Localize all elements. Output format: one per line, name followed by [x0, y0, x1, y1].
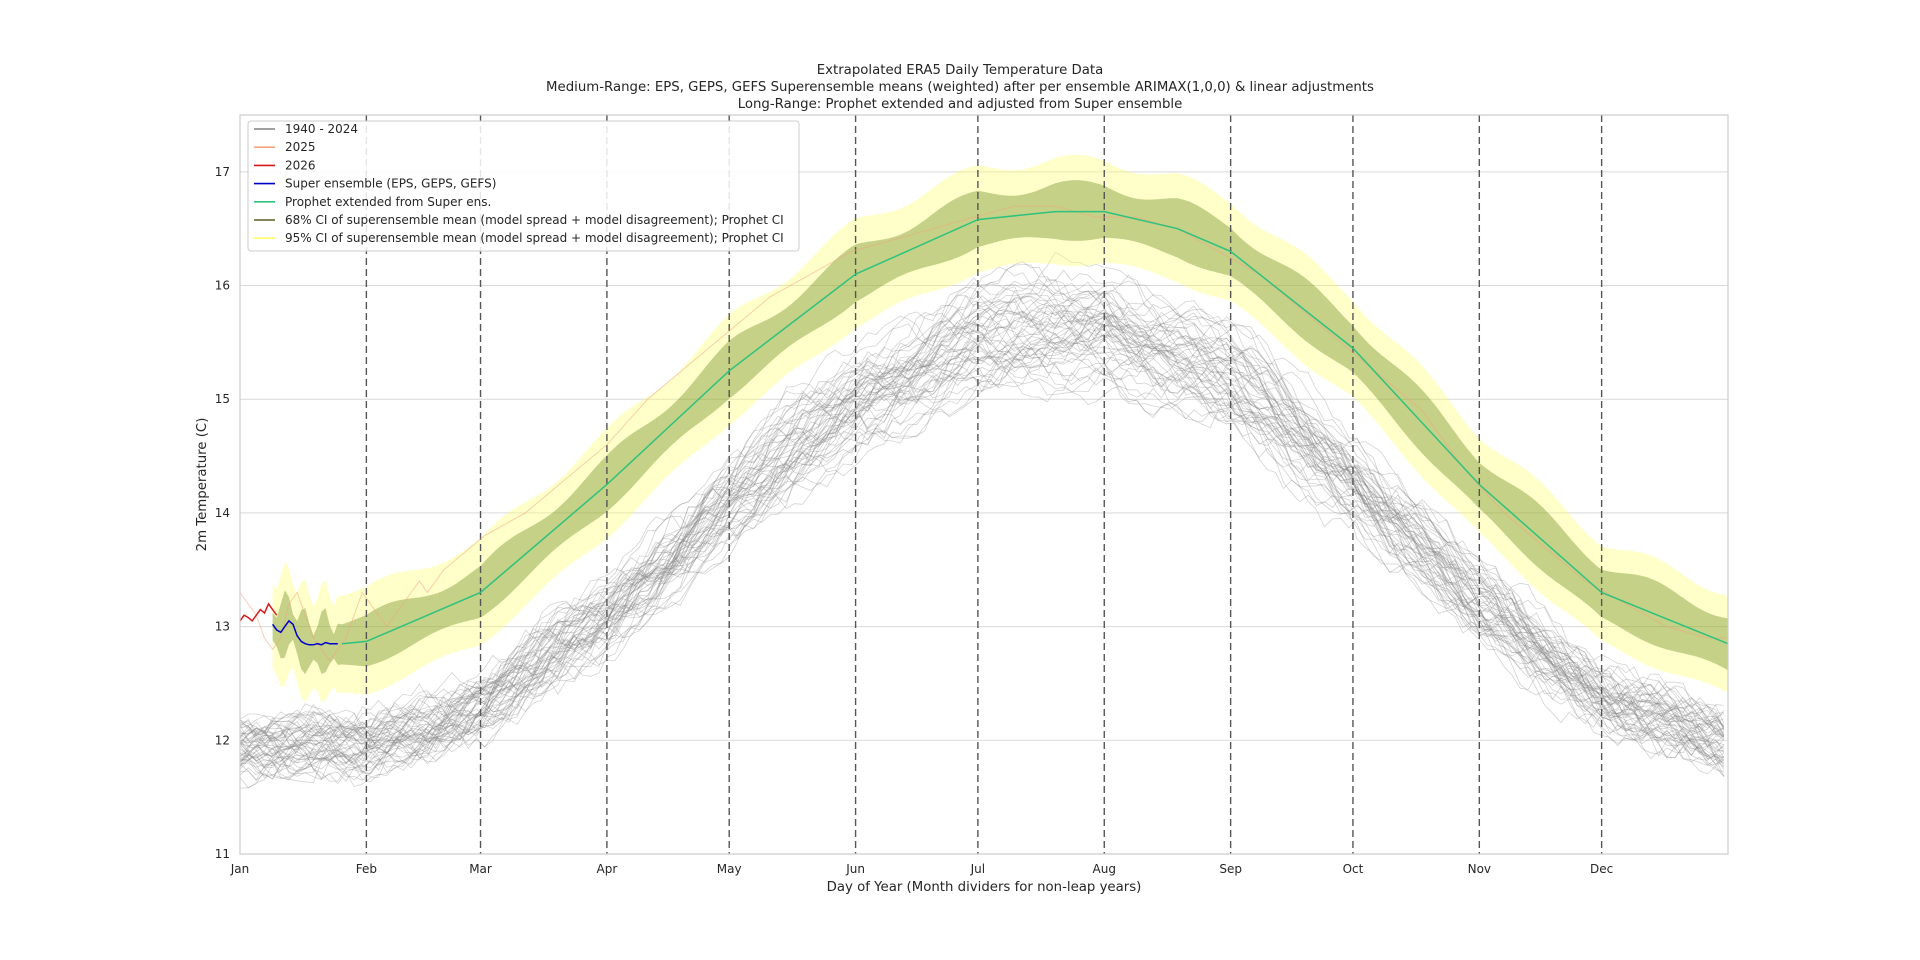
historical-line-1940-2024 — [239, 326, 1724, 781]
historical-line-1940-2024 — [239, 279, 1725, 754]
legend-label: 2025 — [285, 140, 316, 154]
chart-subtitle-long-range: Long-Range: Prophet extended and adjuste… — [737, 97, 1183, 112]
historical-line-1940-2024 — [239, 315, 1725, 781]
legend-label: Prophet extended from Super ens. — [285, 195, 491, 209]
historical-line-1940-2024 — [239, 348, 1724, 773]
historical-line-1940-2024 — [239, 251, 1725, 773]
legend-label: 2026 — [285, 158, 316, 172]
historical-line-1940-2024 — [239, 342, 1725, 789]
plot-frame — [239, 114, 1729, 855]
legend-label: 68% CI of superensemble mean (model spre… — [285, 213, 784, 227]
historical-line-1940-2024 — [239, 269, 1725, 772]
x-tick-label: Apr — [597, 862, 618, 876]
historical-line-1940-2024 — [239, 323, 1725, 777]
historical-line-1940-2024 — [239, 297, 1725, 776]
historical-line-1940-2024 — [239, 309, 1725, 761]
historical-line-1940-2024 — [239, 333, 1725, 784]
historical-line-1940-2024 — [239, 332, 1724, 780]
historical-line-1940-2024 — [239, 302, 1725, 780]
historical-line-1940-2024 — [239, 261, 1725, 753]
historical-line-1940-2024 — [239, 299, 1725, 772]
historical-line-1940-2024 — [239, 302, 1725, 775]
historical-line-1940-2024 — [239, 338, 1725, 773]
prophet-line — [341, 210, 1729, 645]
y-tick-label: 11 — [215, 847, 230, 861]
historical-line-1940-2024 — [239, 301, 1724, 759]
x-tick-label: May — [717, 862, 742, 876]
historical-line-1940-2024 — [239, 266, 1725, 750]
historical-line-1940-2024 — [239, 318, 1725, 778]
historical-line-1940-2024 — [239, 283, 1725, 764]
historical-line-1940-2024 — [239, 310, 1725, 769]
historical-line-1940-2024 — [239, 304, 1725, 779]
legend: 1940 - 2024 2025 2026 Super ensemble (EPS, … — [247, 120, 800, 252]
historical-line-1940-2024 — [239, 308, 1725, 755]
historical-line-1940-2024 — [239, 290, 1725, 769]
historical-line-1940-2024 — [239, 315, 1725, 785]
historical-line-1940-2024 — [239, 347, 1724, 764]
historical-line-1940-2024 — [239, 282, 1724, 781]
legend-label: 95% CI of superensemble mean (model spre… — [285, 231, 784, 245]
historical-line-1940-2024 — [239, 278, 1725, 768]
historical-line-1940-2024 — [239, 311, 1725, 781]
x-tick-label: Jun — [845, 862, 865, 876]
series-2026-line — [239, 602, 278, 622]
historical-line-1940-2024 — [239, 334, 1725, 781]
historical-line-1940-2024 — [239, 302, 1725, 766]
historical-line-1940-2024 — [239, 310, 1725, 768]
historical-line-1940-2024 — [239, 296, 1725, 757]
historical-line-1940-2024 — [239, 298, 1725, 765]
historical-line-1940-2024 — [239, 301, 1725, 761]
historical-line-1940-2024 — [239, 322, 1725, 771]
historical-line-1940-2024 — [239, 343, 1725, 783]
historical-line-1940-2024 — [239, 353, 1725, 787]
historical-line-1940-2024 — [239, 288, 1725, 758]
historical-line-1940-2024 — [239, 347, 1725, 768]
historical-line-1940-2024 — [239, 282, 1725, 769]
historical-line-1940-2024 — [239, 301, 1725, 765]
x-tick-label: Nov — [1468, 862, 1491, 876]
chart-title: Extrapolated ERA5 Daily Temperature Data — [816, 63, 1104, 78]
ci-95-band — [272, 154, 1729, 703]
x-tick-label: Oct — [1343, 862, 1364, 876]
y-tick-label: 15 — [215, 392, 230, 406]
x-tick-label: Mar — [469, 862, 492, 876]
historical-line-1940-2024 — [239, 308, 1725, 781]
super-ensemble-line — [271, 619, 338, 646]
historical-line-1940-2024 — [239, 322, 1725, 768]
historical-line-1940-2024 — [239, 292, 1724, 755]
x-tick-label: Sep — [1219, 862, 1242, 876]
y-tick-label: 12 — [215, 733, 230, 747]
legend-label: 1940 - 2024 — [285, 122, 358, 136]
x-tick-label: Jul — [970, 862, 985, 876]
chart-subtitle-medium-range: Medium-Range: EPS, GEPS, GEFS Superensem… — [546, 80, 1374, 95]
historical-line-1940-2024 — [239, 311, 1725, 765]
historical-line-1940-2024 — [239, 294, 1725, 782]
legend-label: Super ensemble (EPS, GEPS, GEFS) — [285, 177, 496, 191]
legend-box — [247, 120, 800, 252]
y-axis-label: 2m Temperature (C) — [195, 418, 210, 552]
historical-line-1940-2024 — [239, 284, 1724, 762]
ci-68-band — [272, 180, 1729, 675]
historical-line-1940-2024 — [239, 274, 1725, 777]
x-axis-label: Day of Year (Month dividers for non-leap… — [827, 880, 1142, 895]
historical-line-1940-2024 — [239, 316, 1725, 774]
x-tick-label: Aug — [1093, 862, 1116, 876]
x-tick-label: Jan — [230, 862, 250, 876]
historical-line-1940-2024 — [239, 284, 1725, 764]
historical-lines — [239, 251, 1725, 789]
x-tick-label: Dec — [1590, 862, 1613, 876]
historical-line-1940-2024 — [239, 263, 1725, 746]
historical-line-1940-2024 — [239, 338, 1724, 789]
historical-line-1940-2024 — [239, 342, 1725, 783]
x-tick-label: Feb — [356, 862, 377, 876]
y-tick-label: 14 — [215, 506, 230, 520]
y-tick-label: 17 — [215, 165, 230, 179]
y-tick-label: 13 — [215, 620, 230, 634]
y-tick-label: 16 — [215, 279, 230, 293]
